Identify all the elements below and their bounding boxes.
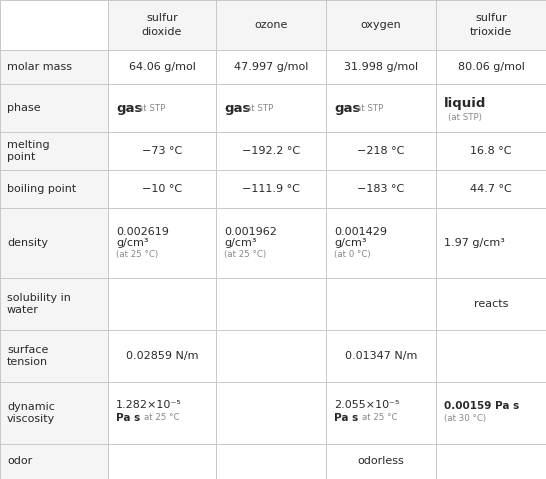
Bar xyxy=(0,444,108,479)
Text: 2.055×10⁻⁵: 2.055×10⁻⁵ xyxy=(334,400,399,410)
Text: g/cm³: g/cm³ xyxy=(224,238,257,248)
Text: −73 °C: −73 °C xyxy=(142,146,182,156)
Text: molar mass: molar mass xyxy=(7,62,72,72)
Text: ozone: ozone xyxy=(254,20,288,30)
Text: −192.2 °C: −192.2 °C xyxy=(242,146,300,156)
Text: 0.00159 Pa s: 0.00159 Pa s xyxy=(444,401,519,411)
Bar xyxy=(108,0,216,50)
Text: melting
point: melting point xyxy=(7,139,50,162)
Text: sulfur
trioxide: sulfur trioxide xyxy=(470,13,512,36)
Text: solubility in
water: solubility in water xyxy=(7,293,71,315)
Bar xyxy=(0,208,108,278)
Text: at STP: at STP xyxy=(138,103,165,113)
Text: density: density xyxy=(7,238,48,248)
Text: (at 30 °C): (at 30 °C) xyxy=(444,414,486,423)
Text: g/cm³: g/cm³ xyxy=(334,238,366,248)
Text: (at STP): (at STP) xyxy=(448,113,482,122)
Text: surface
tension: surface tension xyxy=(7,344,49,367)
Text: at 25 °C: at 25 °C xyxy=(362,413,397,422)
Bar xyxy=(0,278,108,330)
Text: boiling point: boiling point xyxy=(7,184,76,194)
Text: 0.001962: 0.001962 xyxy=(224,227,277,237)
Text: gas: gas xyxy=(224,102,251,114)
Text: phase: phase xyxy=(7,103,40,113)
Text: odor: odor xyxy=(7,456,32,467)
Bar xyxy=(0,382,108,444)
Text: gas: gas xyxy=(116,102,143,114)
Text: 1.282×10⁻⁵: 1.282×10⁻⁵ xyxy=(116,400,182,410)
Bar xyxy=(0,330,108,382)
Text: oxygen: oxygen xyxy=(360,20,401,30)
Bar xyxy=(0,132,108,170)
Text: 0.002619: 0.002619 xyxy=(116,227,169,237)
Text: (at 0 °C): (at 0 °C) xyxy=(334,250,371,259)
Text: Pa s: Pa s xyxy=(334,413,358,423)
Text: 0.001429: 0.001429 xyxy=(334,227,387,237)
Text: Pa s: Pa s xyxy=(116,413,140,423)
Text: dynamic
viscosity: dynamic viscosity xyxy=(7,401,55,424)
Text: −111.9 °C: −111.9 °C xyxy=(242,184,300,194)
Text: reacts: reacts xyxy=(474,299,508,309)
Bar xyxy=(216,0,326,50)
Text: 31.998 g/mol: 31.998 g/mol xyxy=(344,62,418,72)
Text: liquid: liquid xyxy=(444,96,486,110)
Text: −183 °C: −183 °C xyxy=(358,184,405,194)
Bar xyxy=(0,170,108,208)
Text: sulfur
dioxide: sulfur dioxide xyxy=(142,13,182,36)
Text: −10 °C: −10 °C xyxy=(142,184,182,194)
Text: 80.06 g/mol: 80.06 g/mol xyxy=(458,62,525,72)
Text: 1.97 g/cm³: 1.97 g/cm³ xyxy=(444,238,505,248)
Text: 16.8 °C: 16.8 °C xyxy=(470,146,512,156)
Text: at 25 °C: at 25 °C xyxy=(144,413,180,422)
Text: 0.02859 N/m: 0.02859 N/m xyxy=(126,351,198,361)
Text: (at 25 °C): (at 25 °C) xyxy=(224,250,266,259)
Text: 64.06 g/mol: 64.06 g/mol xyxy=(128,62,195,72)
Bar xyxy=(0,84,108,132)
Bar xyxy=(326,0,436,50)
Text: gas: gas xyxy=(334,102,360,114)
Text: 44.7 °C: 44.7 °C xyxy=(470,184,512,194)
Text: 0.01347 N/m: 0.01347 N/m xyxy=(345,351,417,361)
Text: odorless: odorless xyxy=(358,456,405,467)
Bar xyxy=(436,0,546,50)
Text: at STP: at STP xyxy=(246,103,273,113)
Text: (at 25 °C): (at 25 °C) xyxy=(116,250,158,259)
Text: −218 °C: −218 °C xyxy=(357,146,405,156)
Text: at STP: at STP xyxy=(356,103,383,113)
Text: g/cm³: g/cm³ xyxy=(116,238,149,248)
Bar xyxy=(0,50,108,84)
Text: 47.997 g/mol: 47.997 g/mol xyxy=(234,62,308,72)
